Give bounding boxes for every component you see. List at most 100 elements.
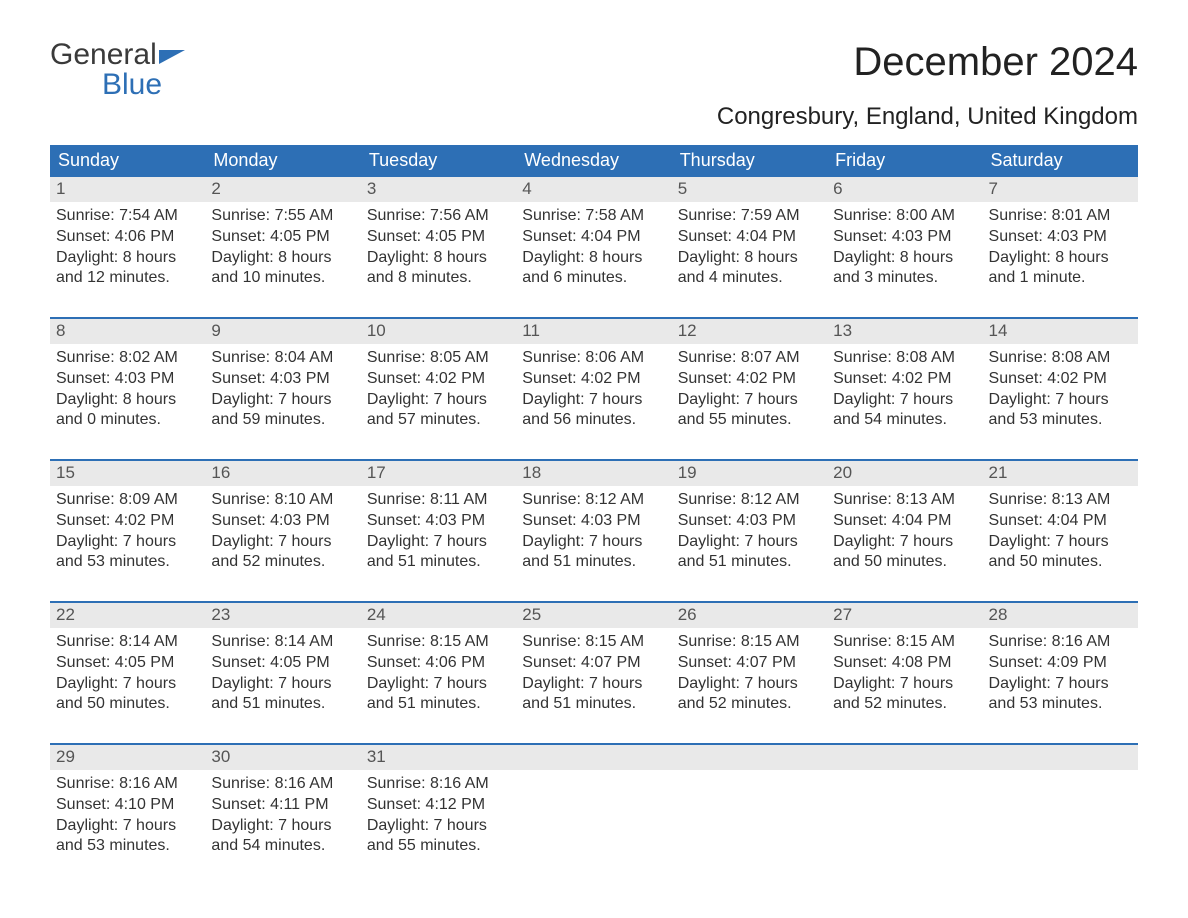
day-line-sunset: Sunset: 4:10 PM [56, 795, 199, 816]
calendar-cell: 18Sunrise: 8:12 AMSunset: 4:03 PMDayligh… [516, 461, 671, 581]
day-line-d1: Daylight: 7 hours [56, 816, 199, 837]
calendar-cell: 21Sunrise: 8:13 AMSunset: 4:04 PMDayligh… [983, 461, 1138, 581]
day-line-d2: and 53 minutes. [56, 552, 199, 573]
day-line-d1: Daylight: 7 hours [989, 532, 1132, 553]
day-number: 1 [50, 177, 205, 202]
day-body: Sunrise: 7:54 AMSunset: 4:06 PMDaylight:… [50, 202, 205, 293]
logo: General Blue [50, 40, 185, 100]
day-line-sunset: Sunset: 4:02 PM [833, 369, 976, 390]
day-body: Sunrise: 8:05 AMSunset: 4:02 PMDaylight:… [361, 344, 516, 435]
day-number: 27 [827, 603, 982, 628]
day-number: 3 [361, 177, 516, 202]
day-number [983, 745, 1138, 770]
day-line-d1: Daylight: 8 hours [833, 248, 976, 269]
day-body: Sunrise: 8:06 AMSunset: 4:02 PMDaylight:… [516, 344, 671, 435]
calendar-cell: 11Sunrise: 8:06 AMSunset: 4:02 PMDayligh… [516, 319, 671, 439]
day-header-row: Sunday Monday Tuesday Wednesday Thursday… [50, 145, 1138, 177]
day-body: Sunrise: 8:08 AMSunset: 4:02 PMDaylight:… [827, 344, 982, 435]
day-number: 2 [205, 177, 360, 202]
day-line-sunset: Sunset: 4:02 PM [56, 511, 199, 532]
day-line-d2: and 59 minutes. [211, 410, 354, 431]
day-line-d2: and 51 minutes. [367, 552, 510, 573]
calendar-cell [983, 745, 1138, 865]
logo-text-blue: Blue [50, 68, 162, 101]
day-line-d2: and 51 minutes. [367, 694, 510, 715]
day-line-sunset: Sunset: 4:02 PM [367, 369, 510, 390]
day-line-sunrise: Sunrise: 7:58 AM [522, 206, 665, 227]
day-body: Sunrise: 8:12 AMSunset: 4:03 PMDaylight:… [672, 486, 827, 577]
day-line-sunrise: Sunrise: 8:07 AM [678, 348, 821, 369]
calendar-cell [827, 745, 982, 865]
day-line-sunrise: Sunrise: 8:16 AM [989, 632, 1132, 653]
calendar-cell [672, 745, 827, 865]
day-number: 20 [827, 461, 982, 486]
day-number: 8 [50, 319, 205, 344]
day-line-d2: and 50 minutes. [989, 552, 1132, 573]
calendar-cell: 24Sunrise: 8:15 AMSunset: 4:06 PMDayligh… [361, 603, 516, 723]
day-number: 19 [672, 461, 827, 486]
calendar-cell: 30Sunrise: 8:16 AMSunset: 4:11 PMDayligh… [205, 745, 360, 865]
day-number: 30 [205, 745, 360, 770]
day-line-sunset: Sunset: 4:04 PM [678, 227, 821, 248]
day-body: Sunrise: 8:01 AMSunset: 4:03 PMDaylight:… [983, 202, 1138, 293]
calendar-cell: 9Sunrise: 8:04 AMSunset: 4:03 PMDaylight… [205, 319, 360, 439]
calendar-cell: 7Sunrise: 8:01 AMSunset: 4:03 PMDaylight… [983, 177, 1138, 297]
day-line-d1: Daylight: 7 hours [678, 674, 821, 695]
day-number: 13 [827, 319, 982, 344]
calendar-cell: 17Sunrise: 8:11 AMSunset: 4:03 PMDayligh… [361, 461, 516, 581]
day-line-d2: and 51 minutes. [211, 694, 354, 715]
day-line-d1: Daylight: 8 hours [56, 390, 199, 411]
day-line-d1: Daylight: 7 hours [522, 674, 665, 695]
day-line-d1: Daylight: 7 hours [211, 532, 354, 553]
day-line-sunset: Sunset: 4:07 PM [522, 653, 665, 674]
day-number: 14 [983, 319, 1138, 344]
day-body: Sunrise: 8:13 AMSunset: 4:04 PMDaylight:… [983, 486, 1138, 577]
day-body: Sunrise: 8:12 AMSunset: 4:03 PMDaylight:… [516, 486, 671, 577]
day-body: Sunrise: 8:16 AMSunset: 4:11 PMDaylight:… [205, 770, 360, 861]
day-header: Tuesday [361, 145, 516, 177]
day-number: 9 [205, 319, 360, 344]
day-line-d2: and 54 minutes. [211, 836, 354, 857]
day-body: Sunrise: 8:15 AMSunset: 4:07 PMDaylight:… [516, 628, 671, 719]
day-number [516, 745, 671, 770]
calendar-cell: 4Sunrise: 7:58 AMSunset: 4:04 PMDaylight… [516, 177, 671, 297]
day-line-d1: Daylight: 7 hours [211, 390, 354, 411]
calendar-cell: 16Sunrise: 8:10 AMSunset: 4:03 PMDayligh… [205, 461, 360, 581]
day-number: 12 [672, 319, 827, 344]
day-line-d1: Daylight: 7 hours [367, 390, 510, 411]
day-number: 23 [205, 603, 360, 628]
day-body: Sunrise: 8:14 AMSunset: 4:05 PMDaylight:… [50, 628, 205, 719]
day-body: Sunrise: 8:11 AMSunset: 4:03 PMDaylight:… [361, 486, 516, 577]
day-line-d1: Daylight: 7 hours [522, 532, 665, 553]
day-line-d2: and 52 minutes. [678, 694, 821, 715]
day-number: 17 [361, 461, 516, 486]
day-number: 10 [361, 319, 516, 344]
day-line-sunrise: Sunrise: 8:15 AM [833, 632, 976, 653]
week-row: 8Sunrise: 8:02 AMSunset: 4:03 PMDaylight… [50, 317, 1138, 439]
day-line-sunrise: Sunrise: 8:04 AM [211, 348, 354, 369]
calendar-cell: 26Sunrise: 8:15 AMSunset: 4:07 PMDayligh… [672, 603, 827, 723]
calendar-cell: 1Sunrise: 7:54 AMSunset: 4:06 PMDaylight… [50, 177, 205, 297]
day-line-sunset: Sunset: 4:08 PM [833, 653, 976, 674]
day-line-sunrise: Sunrise: 8:01 AM [989, 206, 1132, 227]
day-number: 15 [50, 461, 205, 486]
day-number: 16 [205, 461, 360, 486]
day-number: 26 [672, 603, 827, 628]
day-body: Sunrise: 8:15 AMSunset: 4:07 PMDaylight:… [672, 628, 827, 719]
day-header: Friday [827, 145, 982, 177]
day-number: 28 [983, 603, 1138, 628]
day-line-d1: Daylight: 7 hours [678, 532, 821, 553]
day-line-sunrise: Sunrise: 8:12 AM [522, 490, 665, 511]
day-number: 18 [516, 461, 671, 486]
day-line-sunset: Sunset: 4:12 PM [367, 795, 510, 816]
day-line-sunrise: Sunrise: 8:08 AM [833, 348, 976, 369]
day-line-sunset: Sunset: 4:03 PM [678, 511, 821, 532]
day-line-sunset: Sunset: 4:02 PM [522, 369, 665, 390]
day-body: Sunrise: 8:07 AMSunset: 4:02 PMDaylight:… [672, 344, 827, 435]
day-line-sunset: Sunset: 4:05 PM [56, 653, 199, 674]
day-line-d2: and 0 minutes. [56, 410, 199, 431]
day-body: Sunrise: 7:59 AMSunset: 4:04 PMDaylight:… [672, 202, 827, 293]
day-line-sunrise: Sunrise: 8:06 AM [522, 348, 665, 369]
calendar-cell: 25Sunrise: 8:15 AMSunset: 4:07 PMDayligh… [516, 603, 671, 723]
day-line-d1: Daylight: 7 hours [833, 532, 976, 553]
